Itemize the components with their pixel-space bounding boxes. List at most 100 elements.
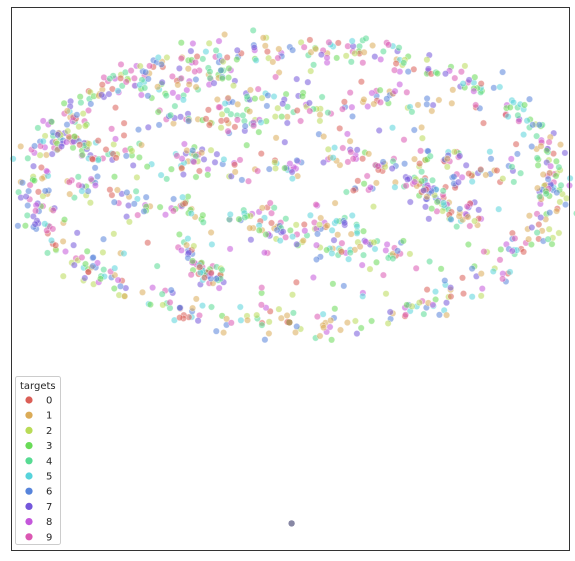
data-point [437,265,445,273]
data-point [545,138,553,146]
data-point [376,86,384,94]
data-point [323,246,331,254]
data-point [292,221,300,229]
data-point [73,111,81,119]
data-point [134,211,142,219]
data-point [394,247,402,255]
data-point [443,155,451,163]
data-point [49,206,57,214]
data-point [312,241,320,249]
data-point [162,211,170,219]
data-point [499,68,507,76]
data-point [193,52,201,60]
data-point [351,49,359,57]
data-point [130,200,138,208]
data-point [423,193,431,201]
legend-marker-0 [25,396,33,404]
data-point [477,270,485,278]
data-point [410,126,418,134]
data-point [330,236,338,244]
data-point [316,117,324,125]
data-point [470,87,478,95]
data-point [159,301,167,309]
data-point [117,74,125,82]
data-point [510,178,518,186]
data-point [85,140,93,148]
data-point [257,118,265,126]
data-point [428,176,436,184]
data-point [213,150,221,158]
data-point [29,162,37,170]
data-point [331,144,339,152]
data-point [52,241,60,249]
data-point [447,284,455,292]
data-point [379,47,387,55]
data-point [456,205,464,213]
data-point [282,215,290,223]
data-point [553,207,561,215]
data-point [351,317,359,325]
data-point [100,73,108,81]
data-point [120,119,128,127]
data-point [223,116,231,124]
data-point [527,241,535,249]
data-point [306,36,314,44]
data-point [112,154,120,162]
data-point [250,44,258,52]
data-point [117,282,125,290]
data-point [261,42,269,50]
data-point [368,89,376,97]
data-point [132,187,140,195]
data-point [465,170,473,178]
data-point [320,324,328,332]
data-point [246,107,254,115]
data-point [227,172,235,180]
data-point [48,118,56,126]
data-point [192,76,200,84]
data-point [472,101,480,109]
data-point [301,227,309,235]
data-point [313,230,321,238]
data-point [225,74,233,82]
data-point [234,100,242,108]
data-point [497,245,505,253]
data-point [403,301,411,309]
data-point [300,43,308,51]
data-point [259,34,267,42]
data-point [157,171,165,179]
data-point [459,80,467,88]
data-point [202,48,210,56]
data-point [179,96,187,104]
data-point [454,178,462,186]
data-point [506,268,514,276]
data-point [370,100,378,108]
data-point [231,168,239,176]
data-point [135,126,143,134]
legend-marker-9 [25,533,33,541]
data-point [310,61,318,69]
data-point [418,134,426,142]
data-point [482,171,490,179]
data-point [349,155,357,163]
data-point [218,266,226,274]
data-point [348,37,356,45]
data-point [412,264,420,272]
data-point [198,149,206,157]
data-point [399,237,407,245]
data-point [199,302,207,310]
data-point [23,211,31,219]
data-point [556,141,564,149]
data-point [496,256,504,264]
data-point [75,181,83,189]
data-point [288,291,296,299]
data-point [333,54,341,62]
data-point [342,52,350,60]
data-point [220,329,228,337]
data-point [340,98,348,106]
data-point [77,99,85,107]
data-point [79,110,87,118]
data-point [173,152,181,160]
data-point [359,155,367,163]
data-point [371,53,379,61]
data-point [349,187,357,195]
